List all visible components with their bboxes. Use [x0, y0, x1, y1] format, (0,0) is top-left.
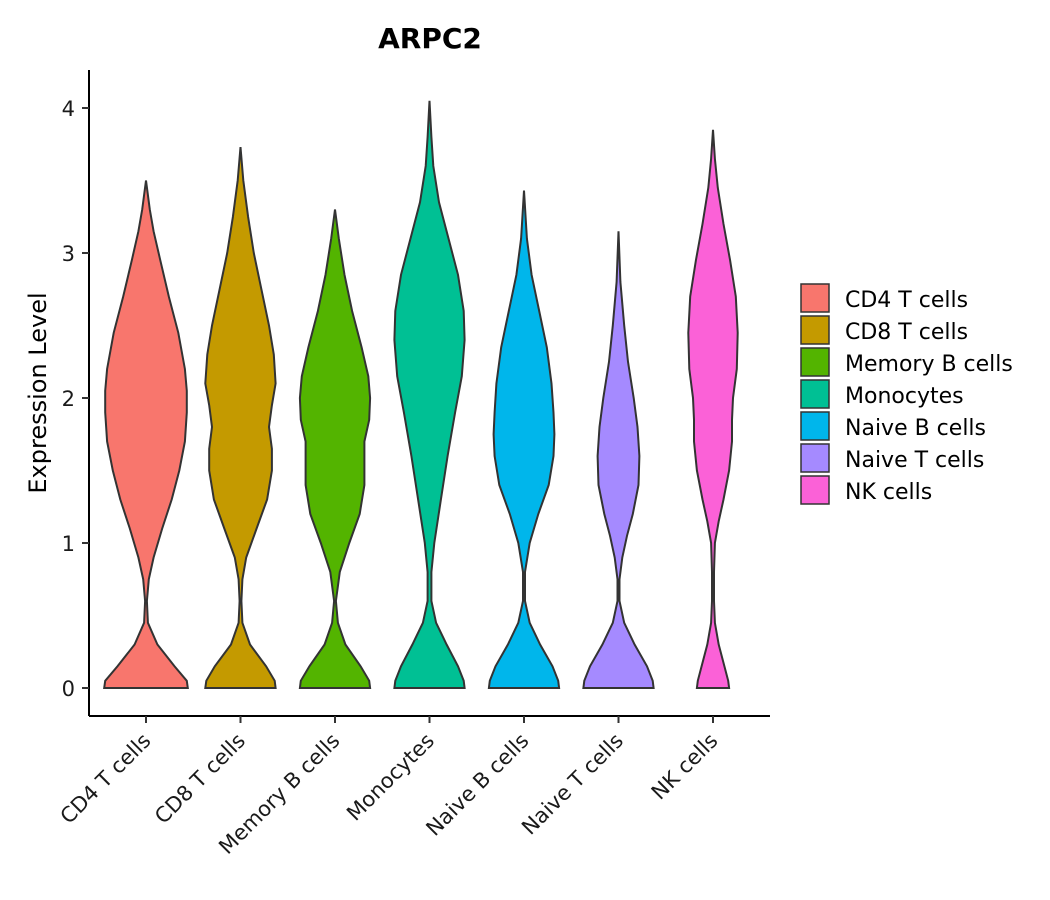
y-tick-label: 3 [62, 242, 75, 266]
y-tick-label: 2 [62, 387, 75, 411]
violin-nk-cells [687, 129, 739, 689]
x-tick-label: CD4 T cells [56, 729, 156, 829]
legend-label: Monocytes [845, 384, 964, 409]
violin-memory-b-cells [298, 209, 372, 689]
x-tick-label: NK cells [647, 729, 723, 805]
legend-label: Naive T cells [845, 448, 984, 473]
x-tick-label: CD8 T cells [150, 729, 250, 829]
violin-cd8-t-cells [204, 147, 277, 689]
violin-cd4-t-cells [103, 180, 189, 689]
legend-label: CD8 T cells [845, 320, 968, 345]
violin-monocytes [393, 100, 466, 689]
legend-label: CD4 T cells [845, 288, 968, 313]
legend-label: Naive B cells [845, 416, 986, 441]
y-axis-label: Expression Level [24, 292, 52, 493]
x-tick-label: Naive T cells [517, 729, 628, 840]
legend: CD4 T cells CD8 T cells Memory B cells Mono… [800, 283, 1013, 505]
x-tick-label: Monocytes [342, 729, 439, 826]
y-tick-label: 0 [62, 677, 75, 701]
legend-key [800, 283, 830, 313]
legend-key [800, 315, 830, 345]
y-tick-label: 1 [62, 532, 75, 556]
y-tick-label: 4 [62, 97, 75, 121]
legend-key [800, 379, 830, 409]
legend-key [800, 411, 830, 441]
chart-title: ARPC2 [378, 22, 482, 55]
violin-naive-t-cells [582, 231, 655, 689]
legend-key [800, 475, 830, 505]
legend-label: Memory B cells [845, 352, 1013, 377]
legend-key [800, 443, 830, 473]
violin-naive-b-cells [487, 190, 561, 689]
legend-label: NK cells [845, 480, 932, 505]
legend-key [800, 347, 830, 377]
